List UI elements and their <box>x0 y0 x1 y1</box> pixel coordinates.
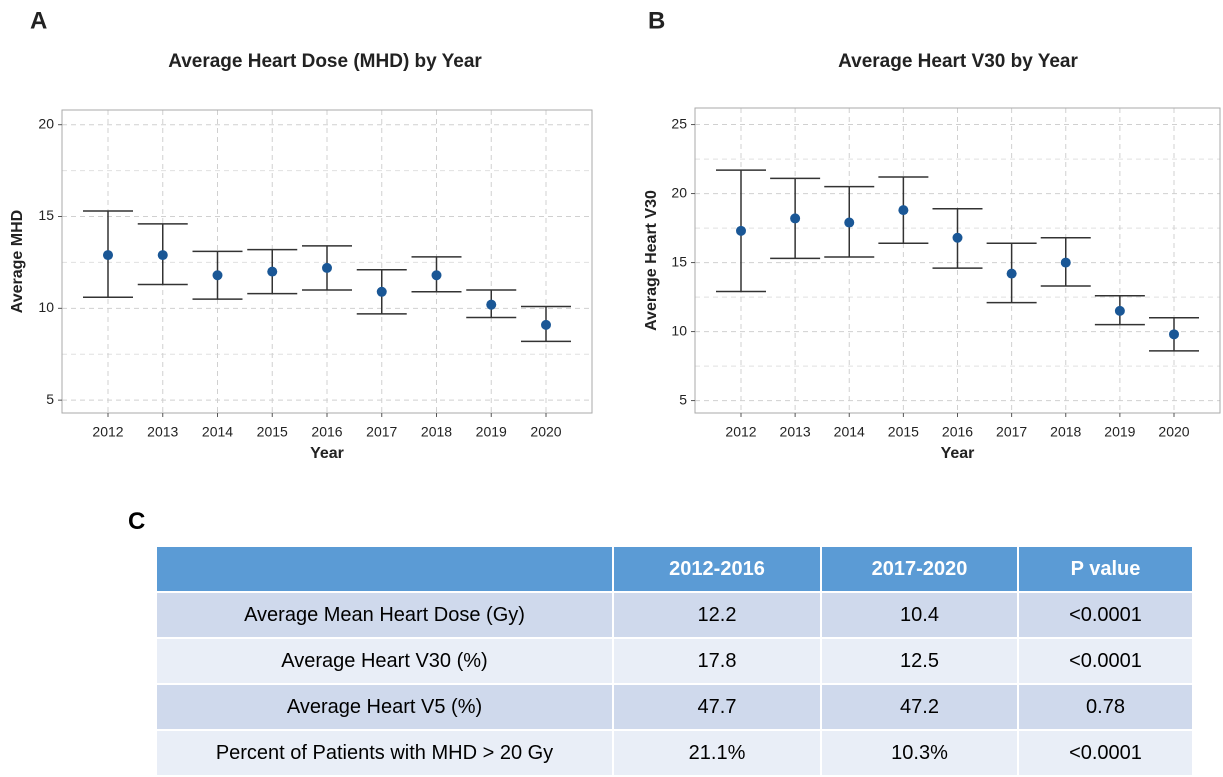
x-tick-label: 2019 <box>1104 424 1135 440</box>
point <box>267 266 278 277</box>
x-tick-label: 2015 <box>257 424 288 440</box>
x-tick-label: 2020 <box>530 424 561 440</box>
table-cell: Percent of Patients with MHD > 20 Gy <box>155 729 614 777</box>
table-cell: 47.2 <box>820 683 1019 731</box>
point <box>736 225 746 236</box>
point <box>1169 329 1179 340</box>
header-cell <box>155 545 614 593</box>
y-tick-label: 20 <box>38 115 54 131</box>
table-cell: 12.5 <box>820 637 1019 685</box>
point <box>322 262 332 273</box>
table-cell: 10.3% <box>820 729 1019 777</box>
y-tick-label: 10 <box>671 322 687 338</box>
x-tick-label: 2014 <box>834 424 865 440</box>
point <box>376 286 387 297</box>
point <box>844 217 855 228</box>
point <box>952 232 963 243</box>
table-cell: <0.0001 <box>1017 729 1194 777</box>
table-cell: <0.0001 <box>1017 591 1194 639</box>
x-tick-label: 2019 <box>476 424 507 440</box>
y-tick-label: 5 <box>46 391 54 407</box>
x-axis-label: Year <box>310 445 344 462</box>
panel-label: B <box>648 7 665 34</box>
y-tick-label: 10 <box>38 299 54 315</box>
y-tick-label: 15 <box>38 207 54 223</box>
point <box>1114 305 1125 316</box>
x-tick-label: 2017 <box>996 424 1027 440</box>
header-cell: 2017-2020 <box>820 545 1019 593</box>
x-tick-label: 2018 <box>421 424 452 440</box>
point <box>486 299 497 310</box>
table-cell: 0.78 <box>1017 683 1194 731</box>
point <box>212 270 223 281</box>
x-axis-label: Year <box>941 445 975 462</box>
x-tick-label: 2018 <box>1050 424 1081 440</box>
table-row: Percent of Patients with MHD > 20 Gy 21.1… <box>155 729 1194 777</box>
x-tick-label: 2013 <box>147 424 178 440</box>
point <box>1006 268 1017 279</box>
table-cell: Average Mean Heart Dose (Gy) <box>155 591 614 639</box>
point <box>898 205 909 216</box>
point <box>790 213 801 224</box>
table-cell: 12.2 <box>612 591 822 639</box>
x-tick-label: 2012 <box>725 424 756 440</box>
table-cell: Average Heart V30 (%) <box>155 637 614 685</box>
point <box>1060 257 1071 268</box>
table-cell: 17.8 <box>612 637 822 685</box>
panel-label: A <box>30 7 47 34</box>
charts: A Average Heart Dose (MHD) by Year 5 10 15 20… <box>9 7 1221 462</box>
x-tick-label: 2012 <box>92 424 123 440</box>
table-cell: <0.0001 <box>1017 637 1194 685</box>
point <box>541 319 551 330</box>
x-tick-label: 2014 <box>202 424 233 440</box>
point <box>431 270 442 281</box>
table-row: Average Heart V5 (%) 47.7 47.2 0.78 <box>155 683 1194 731</box>
y-tick-label: 25 <box>671 115 687 131</box>
y-tick-label: 20 <box>671 184 687 200</box>
y-axis-label: Average MHD <box>9 210 26 313</box>
header-cell: P value <box>1017 545 1194 593</box>
table-cell: 10.4 <box>820 591 1019 639</box>
table-cell: 47.7 <box>612 683 822 731</box>
y-tick-label: 15 <box>671 253 687 269</box>
table-row: Average Mean Heart Dose (Gy) 12.2 10.4 <0.0… <box>155 591 1194 639</box>
x-tick-label: 2017 <box>366 424 397 440</box>
point <box>103 250 113 261</box>
point <box>157 250 168 261</box>
summary-table: 2012-2016 2017-2020 P value Average Mean… <box>155 545 1194 777</box>
chart-title: Average Heart V30 by Year <box>838 51 1078 72</box>
x-tick-label: 2013 <box>780 424 811 440</box>
header-cell: 2012-2016 <box>612 545 822 593</box>
panel-label: C <box>128 508 146 535</box>
y-axis-label: Average Heart V30 <box>643 190 660 331</box>
table-row: Average Heart V30 (%) 17.8 12.5 <0.0001 <box>155 637 1194 685</box>
header-row: 2012-2016 2017-2020 P value <box>155 545 1194 593</box>
table-cell: Average Heart V5 (%) <box>155 683 614 731</box>
y-tick-label: 5 <box>679 391 687 407</box>
table-cell: 21.1% <box>612 729 822 777</box>
x-tick-label: 2016 <box>942 424 973 440</box>
chart-title: Average Heart Dose (MHD) by Year <box>168 51 482 72</box>
x-tick-label: 2020 <box>1158 424 1189 440</box>
x-tick-label: 2015 <box>888 424 919 440</box>
x-tick-label: 2016 <box>311 424 342 440</box>
